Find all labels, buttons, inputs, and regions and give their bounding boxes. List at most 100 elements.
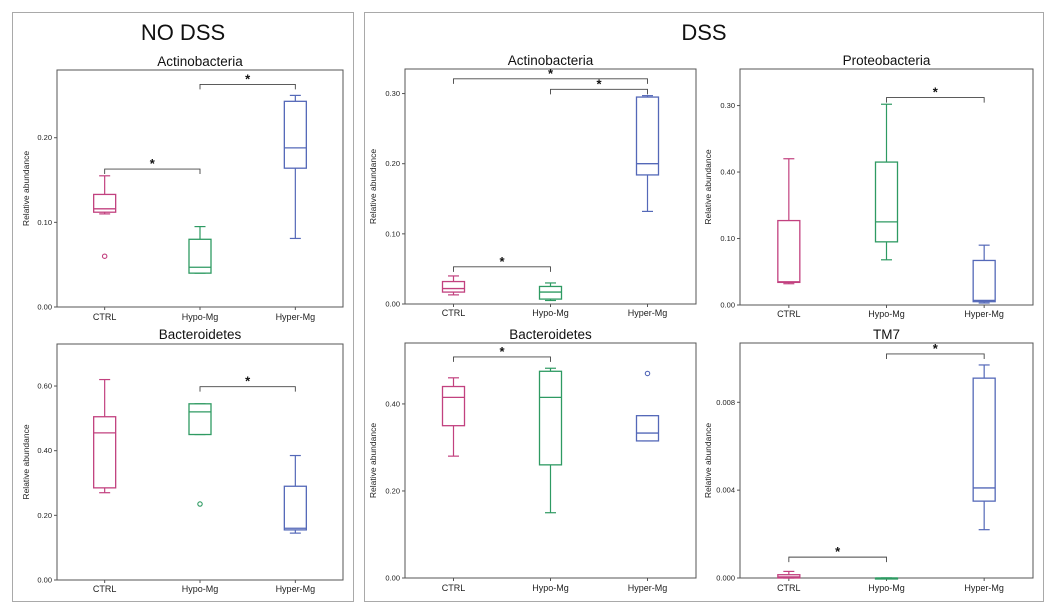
significance-star: * (245, 374, 251, 389)
y-tick-label: 0.40 (720, 168, 735, 177)
y-tick-label: 0.20 (37, 511, 52, 520)
box-iqr (972, 377, 996, 502)
y-tick-label: 0.30 (720, 101, 735, 110)
box-iqr (93, 416, 117, 489)
y-tick-label: 0.00 (385, 574, 400, 583)
box-hyper-mg (635, 95, 660, 213)
chart-title: Bacteroidetes (509, 327, 592, 342)
chart-dss-actino: Actinobacteria 0.00 0.10 0.20 0.30 Relative a… (368, 53, 697, 318)
significance-bracket: * (453, 66, 648, 84)
significance-star: * (150, 156, 156, 171)
x-tick-label: CTRL (93, 584, 117, 594)
y-tick-label: 0.30 (385, 89, 400, 98)
y-tick-label: 0.000 (716, 574, 735, 583)
chart-nodss-bact: Bacteroidetes 0.00 0.20 0.40 0.60 Relative ab… (21, 327, 344, 594)
y-axis-label: Relative abundance (21, 151, 31, 226)
box-iqr (777, 219, 801, 284)
x-tick-label: CTRL (777, 309, 801, 319)
box-iqr (93, 193, 117, 213)
box-ctrl (777, 158, 801, 285)
chart-nodss-actino: Actinobacteria 0.00 0.10 0.20 Relative abund… (21, 54, 344, 322)
significance-star: * (933, 85, 939, 100)
y-tick-label: 0.60 (37, 382, 52, 391)
significance-star: * (499, 344, 505, 359)
significance-bracket: * (104, 156, 201, 175)
y-tick-label: 0.40 (385, 399, 400, 408)
y-tick-label: 0.00 (385, 300, 400, 309)
chart-title: Actinobacteria (508, 53, 594, 68)
significance-bracket: * (453, 344, 551, 362)
bracket-line (453, 266, 551, 272)
box-iqr (441, 385, 466, 427)
chart-title: TM7 (873, 327, 900, 342)
box-hypo-mg (538, 282, 563, 302)
significance-star: * (245, 71, 251, 86)
y-tick-label: 0.40 (37, 446, 52, 455)
significance-bracket: * (886, 85, 985, 103)
bracket-line (199, 386, 296, 392)
significance-bracket: * (199, 71, 296, 90)
y-tick-label: 0.10 (385, 229, 400, 238)
dss-title: DSS (681, 20, 727, 45)
chart-dss-tm7: TM7 0.000 0.004 0.008 Relative abundance CTRL… (703, 327, 1034, 593)
x-tick-label: Hyper-Mg (276, 312, 316, 322)
no-dss-title: NO DSS (140, 20, 226, 45)
significance-star: * (548, 66, 554, 81)
box-iqr (538, 370, 563, 466)
box-hypo-mg (874, 577, 899, 580)
y-tick-label: 0.00 (720, 301, 735, 310)
box-ctrl (93, 378, 117, 494)
box-hypo-mg (188, 403, 212, 507)
box-iqr (441, 280, 466, 293)
y-axis-label: Relative abundance (368, 149, 378, 224)
y-tick-label: 0.008 (716, 398, 735, 407)
x-tick-label: CTRL (777, 583, 801, 593)
y-axis-label: Relative abundance (703, 149, 713, 224)
chart-title: Proteobacteria (843, 53, 931, 68)
box-ctrl (777, 570, 801, 579)
y-tick-label: 0.00 (37, 303, 52, 312)
y-axis-label: Relative abundance (703, 423, 713, 498)
y-axis-label: Relative abundance (368, 423, 378, 498)
significance-bracket: * (550, 76, 648, 95)
chart-dss-proteo: Proteobacteria 0.00 0.10 0.40 0.30 Relative a… (703, 53, 1034, 319)
outlier-point (197, 501, 203, 507)
x-tick-label: Hyper-Mg (964, 309, 1004, 319)
box-iqr (538, 285, 563, 300)
box-ctrl (441, 275, 466, 296)
box-ctrl (441, 377, 466, 457)
x-tick-label: CTRL (442, 583, 466, 593)
bracket-line (453, 78, 648, 84)
x-tick-label: Hyper-Mg (628, 583, 668, 593)
box-iqr (874, 161, 899, 243)
box-hyper-mg (635, 370, 660, 442)
dss-group: DSS (364, 12, 1044, 602)
y-tick-label: 0.004 (716, 486, 735, 495)
box-hyper-mg (283, 94, 307, 240)
y-tick-label: 0.10 (37, 218, 52, 227)
bracket-line (550, 88, 648, 95)
y-tick-label: 0.20 (385, 486, 400, 495)
y-tick-label: 0.10 (720, 234, 735, 243)
outlier-point (101, 253, 108, 259)
chart-dss-bact: Bacteroidetes 0.00 0.20 0.40 Relative abunda… (368, 327, 697, 593)
x-tick-label: Hypo-Mg (532, 583, 569, 593)
bracket-line (199, 83, 296, 90)
box-iqr (635, 415, 660, 442)
y-tick-label: 0.20 (385, 159, 400, 168)
y-tick-label: 0.20 (37, 133, 52, 142)
x-tick-label: Hyper-Mg (964, 583, 1004, 593)
box-iqr (972, 259, 996, 303)
box-hypo-mg (188, 225, 212, 274)
box-ctrl (93, 175, 117, 259)
x-tick-label: Hyper-Mg (276, 584, 316, 594)
x-tick-label: Hypo-Mg (868, 309, 905, 319)
significance-bracket: * (453, 254, 551, 272)
x-tick-label: CTRL (93, 312, 117, 322)
box-iqr (283, 100, 307, 169)
x-tick-label: Hyper-Mg (628, 308, 668, 318)
box-iqr (635, 96, 660, 176)
chart-title: Actinobacteria (157, 54, 243, 69)
y-axis-label: Relative abundance (21, 424, 31, 499)
